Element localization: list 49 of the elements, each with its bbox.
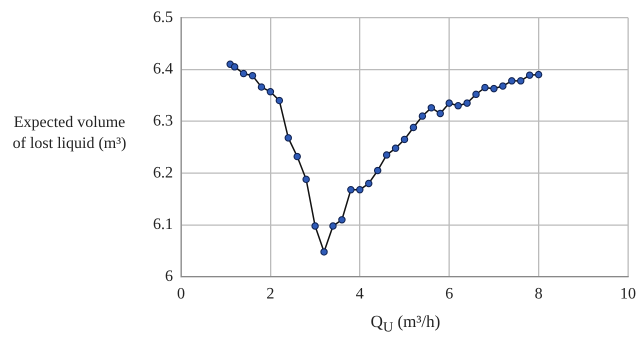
point: [428, 104, 436, 112]
y-tick-label: 6.1: [153, 216, 173, 234]
point: [418, 112, 426, 120]
x-tick-label: 8: [534, 286, 543, 303]
point: [266, 88, 274, 96]
point: [490, 84, 498, 92]
y-axis-title: Expected volume of lost liquid (m³): [12, 113, 127, 154]
point: [374, 166, 382, 174]
point: [499, 82, 507, 90]
x-tick-label: 6: [445, 286, 454, 303]
point: [436, 110, 444, 118]
point: [517, 77, 524, 85]
point: [365, 180, 372, 188]
point: [302, 176, 310, 184]
point: [276, 96, 284, 104]
y-tick-label: 6.2: [153, 164, 173, 182]
point: [230, 63, 238, 71]
y-tick-label: 6.3: [153, 112, 173, 130]
point: [392, 144, 400, 152]
point: [240, 70, 248, 78]
x-axis-title: Q$_{U}$ (m³/h): [370, 312, 442, 336]
point: [472, 90, 480, 98]
point: [526, 71, 534, 79]
point: [356, 186, 364, 194]
point: [463, 99, 471, 107]
point: [534, 70, 542, 78]
y-tick-label: 6.4: [153, 60, 173, 78]
point: [481, 84, 489, 92]
point: [294, 152, 301, 160]
point: [382, 151, 390, 159]
point: [446, 99, 453, 107]
point: [454, 102, 462, 110]
x-tick-label: 4: [356, 286, 364, 303]
point: [248, 72, 256, 80]
y-tick-label: 6.5: [153, 8, 173, 26]
point: [311, 222, 319, 230]
x-tick-label: 2: [266, 286, 274, 303]
point: [320, 248, 328, 256]
point: [400, 136, 408, 144]
point: [329, 222, 337, 230]
point: [258, 83, 266, 91]
point: [508, 77, 516, 85]
point: [338, 216, 346, 224]
y-tick-label: 6: [165, 268, 173, 286]
x-tick-label: 10: [620, 286, 636, 303]
point: [347, 186, 355, 194]
point: [410, 124, 418, 132]
point: [284, 134, 292, 142]
x-tick-label: 0: [177, 286, 185, 303]
